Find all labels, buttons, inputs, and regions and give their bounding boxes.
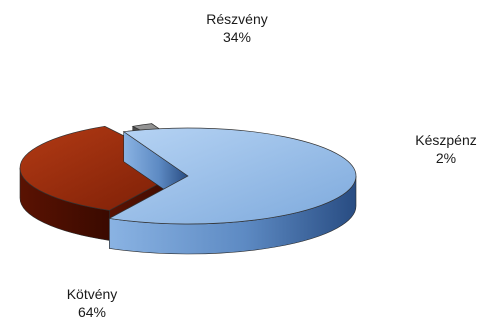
pie-slice-2 <box>108 127 357 255</box>
slice-label-2: Kötvény 64% <box>67 286 118 320</box>
slice-label-0-name: Részvény <box>206 11 267 27</box>
slice-label-0-value: 34% <box>223 29 251 45</box>
slice-label-2-value: 64% <box>78 304 106 320</box>
slice-label-1-value: 2% <box>436 150 456 166</box>
slice-label-0: Részvény 34% <box>206 11 267 45</box>
slice-label-2-name: Kötvény <box>67 286 118 302</box>
pie-slice-2-top <box>108 127 357 225</box>
slice-label-1-name: Készpénz <box>415 132 476 148</box>
slice-label-1: Készpénz 2% <box>415 132 476 166</box>
